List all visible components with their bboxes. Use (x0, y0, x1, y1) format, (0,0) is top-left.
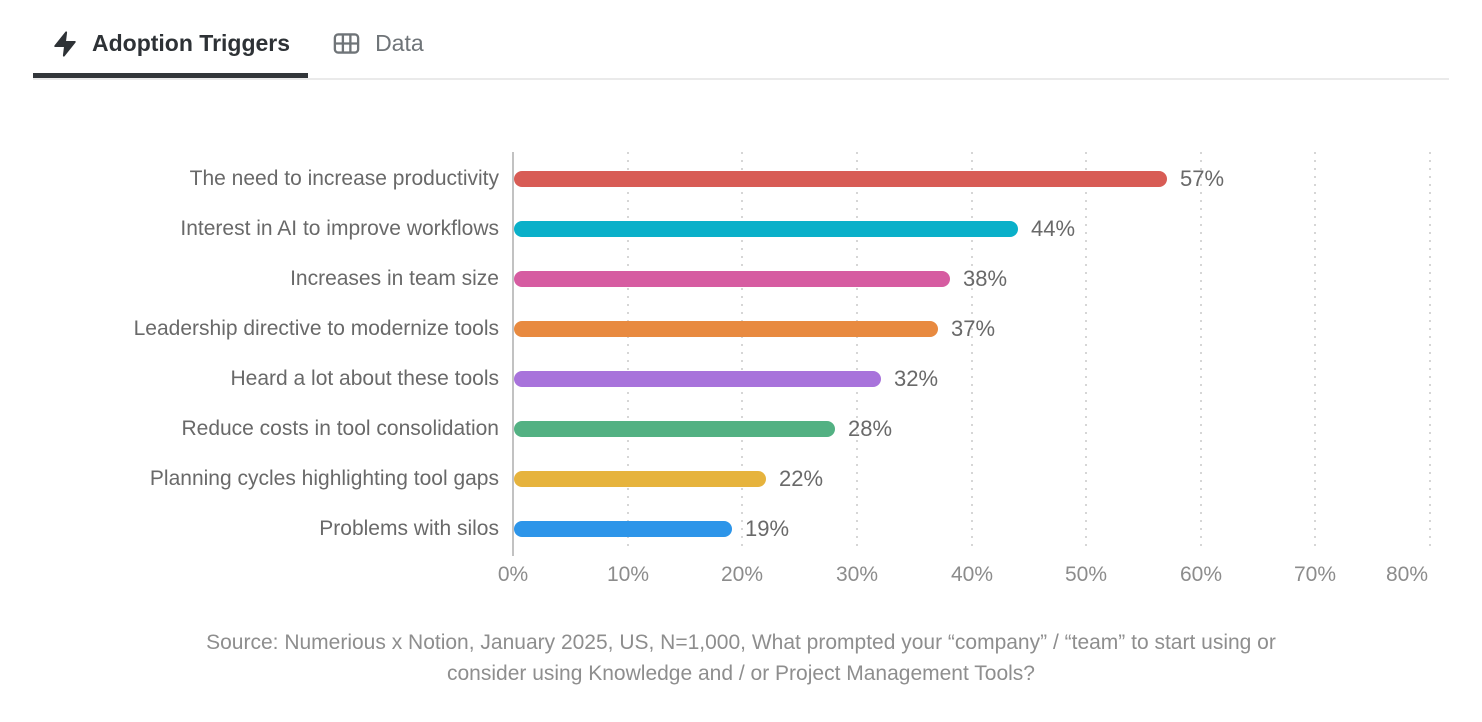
tab-label: Adoption Triggers (92, 30, 291, 56)
bar-value-label: 19% (745, 516, 790, 541)
tab-label: Data (375, 30, 424, 56)
gridline (741, 152, 743, 550)
bar[interactable] (514, 421, 835, 437)
source-line: consider using Knowledge and / or Projec… (447, 662, 1035, 685)
bar[interactable] (514, 521, 732, 537)
bar[interactable] (514, 321, 938, 337)
gridline (856, 152, 858, 550)
lightning-icon (54, 30, 76, 57)
x-axis-tick-label: 20% (720, 563, 764, 586)
gridline (1085, 152, 1087, 550)
bar-row-label: Planning cycles highlighting tool gaps (149, 467, 499, 490)
bar-row-label: Problems with silos (319, 517, 499, 540)
bar-row-label: Heard a lot about these tools (230, 367, 499, 390)
bar[interactable] (514, 171, 1167, 187)
bar-value-label: 37% (951, 316, 996, 341)
source-line: Source: Numerious x Notion, January 2025… (206, 631, 1276, 654)
x-axis-tick-label: 40% (950, 563, 994, 586)
x-axis-tick-label: 50% (1064, 563, 1108, 586)
gridline (1314, 152, 1316, 550)
x-axis-tick-label: 80% (1385, 563, 1428, 586)
x-axis-tick-label: 0% (497, 563, 529, 586)
tab-data[interactable]: Data (313, 0, 442, 78)
x-axis-tick-label: 60% (1179, 563, 1223, 586)
gridline (1200, 152, 1202, 550)
gridline (1429, 152, 1431, 550)
table-icon (333, 33, 360, 54)
bar-value-label: 44% (1031, 216, 1076, 241)
bar-value-label: 38% (963, 266, 1008, 291)
bar-value-label: 28% (848, 416, 893, 441)
bar-value-label: 57% (1180, 166, 1225, 191)
bar[interactable] (514, 371, 881, 387)
bar-value-label: 32% (894, 366, 939, 391)
bar[interactable] (514, 271, 950, 287)
bar[interactable] (514, 221, 1018, 237)
bar-value-label: 22% (779, 466, 824, 491)
bar-row-label: Interest in AI to improve workflows (180, 217, 499, 240)
bar[interactable] (514, 471, 766, 487)
tab-adoption-triggers[interactable]: Adoption Triggers (33, 0, 309, 78)
x-axis-tick-label: 70% (1293, 563, 1337, 586)
bar-row-label: Reduce costs in tool consolidation (181, 417, 499, 440)
bar-row-label: Increases in team size (290, 267, 499, 290)
tab-bar: Adoption Triggers Data (33, 0, 1449, 80)
y-axis-line (512, 152, 514, 556)
bar-row-label: Leadership directive to modernize tools (133, 317, 499, 340)
x-axis-tick-label: 30% (835, 563, 879, 586)
gridline (971, 152, 973, 550)
x-axis-tick-label: 10% (606, 563, 650, 586)
source-caption: Source: Numerious x Notion, January 2025… (0, 627, 1482, 689)
bar-row-label: The need to increase productivity (189, 167, 499, 190)
gridline (627, 152, 629, 550)
